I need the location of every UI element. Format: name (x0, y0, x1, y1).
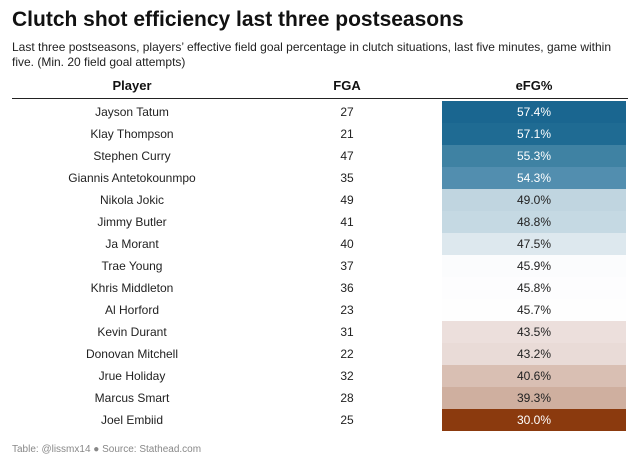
table-row: Trae Young 37 45.9% (12, 255, 628, 277)
player-name-cell: Ja Morant (105, 237, 159, 251)
table-row: Kevin Durant 31 43.5% (12, 321, 628, 343)
table-row: Jrue Holiday 32 40.6% (12, 365, 628, 387)
player-name-cell: Klay Thompson (90, 127, 174, 141)
player-name-cell: Giannis Antetokounmpo (68, 171, 196, 185)
table-row: Donovan Mitchell 22 43.2% (12, 343, 628, 365)
player-name-cell: Kevin Durant (97, 325, 167, 339)
player-name-cell: Joel Embiid (100, 413, 164, 427)
efg-cell: 30.0% (442, 409, 626, 431)
player-name-cell: Marcus Smart (94, 391, 170, 405)
efg-cell: 54.3% (442, 167, 626, 189)
player-name-cell: Stephen Curry (93, 149, 171, 163)
fga-cell: 40 (340, 237, 354, 251)
fga-cell: 47 (340, 149, 354, 163)
efg-cell: 43.5% (442, 321, 626, 343)
table-row: Khris Middleton 36 45.8% (12, 277, 628, 299)
fga-cell: 23 (340, 303, 354, 317)
table-header: Player FGA eFG% (12, 76, 628, 99)
fga-cell: 27 (340, 105, 354, 119)
player-name-cell: Trae Young (101, 259, 163, 273)
efg-cell: 55.3% (442, 145, 626, 167)
fga-cell: 37 (340, 259, 354, 273)
efg-cell: 45.9% (442, 255, 626, 277)
fga-cell: 28 (340, 391, 354, 405)
chart-subtitle: Last three postseasons, players’ effecti… (12, 40, 611, 69)
efg-cell: 48.8% (442, 211, 626, 233)
fga-cell: 25 (340, 413, 354, 427)
efg-cell: 47.5% (442, 233, 626, 255)
table-row: Jayson Tatum 27 57.4% (12, 101, 628, 123)
table-body: Jayson Tatum 27 57.4% Klay Thompson 21 57.1% S… (12, 101, 628, 431)
table-row: Giannis Antetokounmpo 35 54.3% (12, 167, 628, 189)
efg-cell: 45.8% (442, 277, 626, 299)
fga-cell: 32 (340, 369, 354, 383)
chart-title: Clutch shot efficiency last three postse… (12, 8, 464, 31)
efg-cell: 43.2% (442, 343, 626, 365)
efg-cell: 45.7% (442, 299, 626, 321)
efg-cell: 57.4% (442, 101, 626, 123)
fga-cell: 22 (340, 347, 354, 361)
fga-cell: 35 (340, 171, 354, 185)
player-name-cell: Donovan Mitchell (85, 347, 179, 361)
table-row: Ja Morant 40 47.5% (12, 233, 628, 255)
player-name-cell: Jayson Tatum (95, 105, 169, 119)
player-name-cell: Jrue Holiday (98, 369, 166, 383)
table-row: Stephen Curry 47 55.3% (12, 145, 628, 167)
player-name-cell: Nikola Jokic (99, 193, 165, 207)
player-name-cell: Khris Middleton (90, 281, 174, 295)
fga-cell: 21 (340, 127, 354, 141)
table-row: Klay Thompson 21 57.1% (12, 123, 628, 145)
fga-cell: 41 (340, 215, 354, 229)
efg-cell: 40.6% (442, 365, 626, 387)
player-name-cell: Al Horford (104, 303, 160, 317)
fga-cell: 36 (340, 281, 354, 295)
table-row: Marcus Smart 28 39.3% (12, 387, 628, 409)
fga-cell: 49 (340, 193, 354, 207)
column-header-efg: eFG% (515, 78, 553, 93)
efg-cell: 49.0% (442, 189, 626, 211)
column-header-fga: FGA (333, 78, 361, 93)
efg-cell: 57.1% (442, 123, 626, 145)
column-header-player: Player (112, 78, 152, 93)
table-row: Nikola Jokic 49 49.0% (12, 189, 628, 211)
table-row: Joel Embiid 25 30.0% (12, 409, 628, 431)
table-row: Jimmy Butler 41 48.8% (12, 211, 628, 233)
source-footer: Table: @lissmx14 ● Source: Stathead.com (12, 444, 202, 455)
table-row: Al Horford 23 45.7% (12, 299, 628, 321)
efg-cell: 39.3% (442, 387, 626, 409)
player-name-cell: Jimmy Butler (97, 215, 167, 229)
fga-cell: 31 (340, 325, 354, 339)
